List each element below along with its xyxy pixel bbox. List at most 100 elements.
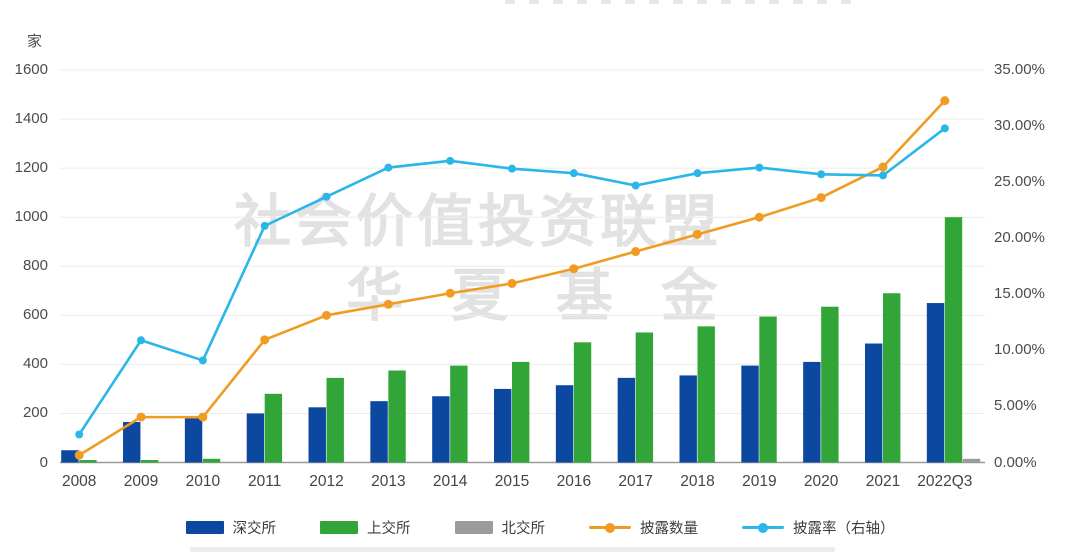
marker-披露率（右轴）-2016 <box>569 169 578 178</box>
bar-上交所-2010 <box>202 458 221 463</box>
bar-深交所-2010 <box>184 418 203 463</box>
x-axis-label-2019: 2019 <box>742 473 777 490</box>
legend-dot <box>758 522 768 533</box>
bar-深交所-2016 <box>555 385 574 463</box>
marker-披露率（右轴）-2014 <box>446 156 455 165</box>
marker-披露数量-2016 <box>569 264 579 274</box>
bar-上交所-2019 <box>759 316 777 463</box>
bar-深交所-2013 <box>370 401 388 463</box>
legend-item-披露率（右轴）: 披露率（右轴） <box>742 517 895 538</box>
bar-深交所-2021 <box>864 343 883 463</box>
right-axis-tick: 5.00% <box>994 397 1037 415</box>
legend: 深交所 上交所 北交所 披露数量 披露率（右轴） <box>0 517 1080 538</box>
watermark-line1: 社会价值投资联盟 <box>234 190 722 254</box>
marker-披露数量-2020 <box>816 193 826 203</box>
bar-上交所-2022Q3 <box>944 217 963 463</box>
legend-label: 披露数量 <box>640 521 698 537</box>
x-axis-label-2021: 2021 <box>865 473 901 490</box>
right-axis-tick: 20.00% <box>994 229 1045 247</box>
left-axis-unit-label: 家 <box>27 33 43 50</box>
marker-披露数量-2011 <box>260 335 270 345</box>
right-axis-tick: 25.00% <box>994 173 1045 191</box>
marker-披露率（右轴）-2017 <box>631 181 640 190</box>
right-axis-tick: 10.00% <box>994 341 1045 359</box>
legend-item-披露数量: 披露数量 <box>589 517 698 538</box>
bar-深交所-2019 <box>741 365 759 463</box>
bar-深交所-2009 <box>123 422 141 463</box>
x-axis-label-2008: 2008 <box>61 473 97 490</box>
left-axis-tick: 400 <box>22 355 48 373</box>
marker-披露率（右轴）-2019 <box>755 163 764 172</box>
marker-披露数量-2022Q3 <box>940 96 950 106</box>
left-axis-tick: 200 <box>22 404 48 422</box>
marker-披露率（右轴）-2021 <box>878 171 887 180</box>
bar-上交所-2014 <box>450 365 468 463</box>
x-axis-label-2022Q3: 2022Q3 <box>917 473 973 490</box>
legend-item-北交所: 北交所 <box>454 517 545 538</box>
bar-深交所-2020 <box>803 361 821 463</box>
marker-披露率（右轴）-2012 <box>322 192 331 201</box>
legend-item-上交所: 上交所 <box>320 517 411 538</box>
legend-line-dot-icon <box>589 522 631 533</box>
bar-上交所-2009 <box>141 460 159 463</box>
left-axis-tick: 600 <box>22 306 48 324</box>
marker-披露率（右轴）-2018 <box>693 169 702 178</box>
marker-披露率（右轴）-2008 <box>75 430 84 439</box>
bar-上交所-2017 <box>635 332 654 463</box>
marker-披露率（右轴）-2022Q3 <box>940 124 949 133</box>
bar-上交所-2012 <box>326 377 344 463</box>
legend-item-深交所: 深交所 <box>185 517 277 538</box>
legend-swatch-icon <box>454 521 493 534</box>
marker-披露数量-2013 <box>383 299 393 309</box>
bar-上交所-2021 <box>882 293 901 463</box>
legend-swatch-icon <box>185 521 224 534</box>
bar-深交所-2015 <box>494 388 512 463</box>
bar-上交所-2018 <box>697 326 715 463</box>
marker-披露率（右轴）-2010 <box>198 356 207 365</box>
marker-披露率（右轴）-2009 <box>137 336 146 345</box>
x-axis-label-2016: 2016 <box>556 473 592 490</box>
bar-深交所-2011 <box>246 413 265 463</box>
right-axis-tick: 30.00% <box>994 117 1045 135</box>
marker-披露率（右轴）-2015 <box>508 164 517 173</box>
left-axis-tick: 1000 <box>14 208 48 226</box>
x-axis-label-2009: 2009 <box>123 473 159 490</box>
marker-披露数量-2021 <box>878 162 888 172</box>
bar-上交所-2008 <box>79 460 97 463</box>
marker-披露率（右轴）-2013 <box>384 163 393 172</box>
x-axis-label-2017: 2017 <box>618 473 653 490</box>
x-axis-label-2010: 2010 <box>185 473 221 490</box>
bar-深交所-2017 <box>617 377 636 463</box>
bar-上交所-2013 <box>388 370 406 463</box>
legend-label: 披露率（右轴） <box>793 521 895 537</box>
x-axis-label-2011: 2011 <box>248 473 282 490</box>
marker-披露率（右轴）-2011 <box>260 221 269 230</box>
right-axis-tick: 35.00% <box>994 61 1045 78</box>
marker-披露数量-2009 <box>136 412 146 422</box>
bar-深交所-2022Q3 <box>926 303 945 463</box>
x-axis-label-2012: 2012 <box>309 473 344 490</box>
legend-swatch-icon <box>320 521 358 534</box>
marker-披露数量-2017 <box>631 247 641 257</box>
marker-披露数量-2008 <box>74 450 84 460</box>
x-axis-label-2015: 2015 <box>494 473 530 490</box>
left-axis-tick: 1200 <box>14 159 48 177</box>
right-axis-tick: 0.00% <box>994 453 1037 471</box>
x-axis-label-2014: 2014 <box>432 473 468 490</box>
bottom-strip <box>190 547 835 552</box>
marker-披露率（右轴）-2020 <box>817 170 826 179</box>
left-axis-tick: 800 <box>22 257 48 275</box>
left-axis-tick: 1400 <box>14 110 48 128</box>
bar-深交所-2008 <box>61 450 79 463</box>
x-axis-label-2020: 2020 <box>803 473 839 490</box>
x-axis-label-2013: 2013 <box>371 473 406 490</box>
bar-深交所-2014 <box>432 396 450 463</box>
marker-披露数量-2012 <box>322 310 332 320</box>
watermark-line2: 华 夏 基 金 <box>346 264 734 328</box>
marker-披露数量-2019 <box>754 212 764 222</box>
legend-label: 深交所 <box>232 521 277 537</box>
left-axis-tick: 0 <box>39 453 48 471</box>
marker-披露数量-2010 <box>198 412 208 422</box>
